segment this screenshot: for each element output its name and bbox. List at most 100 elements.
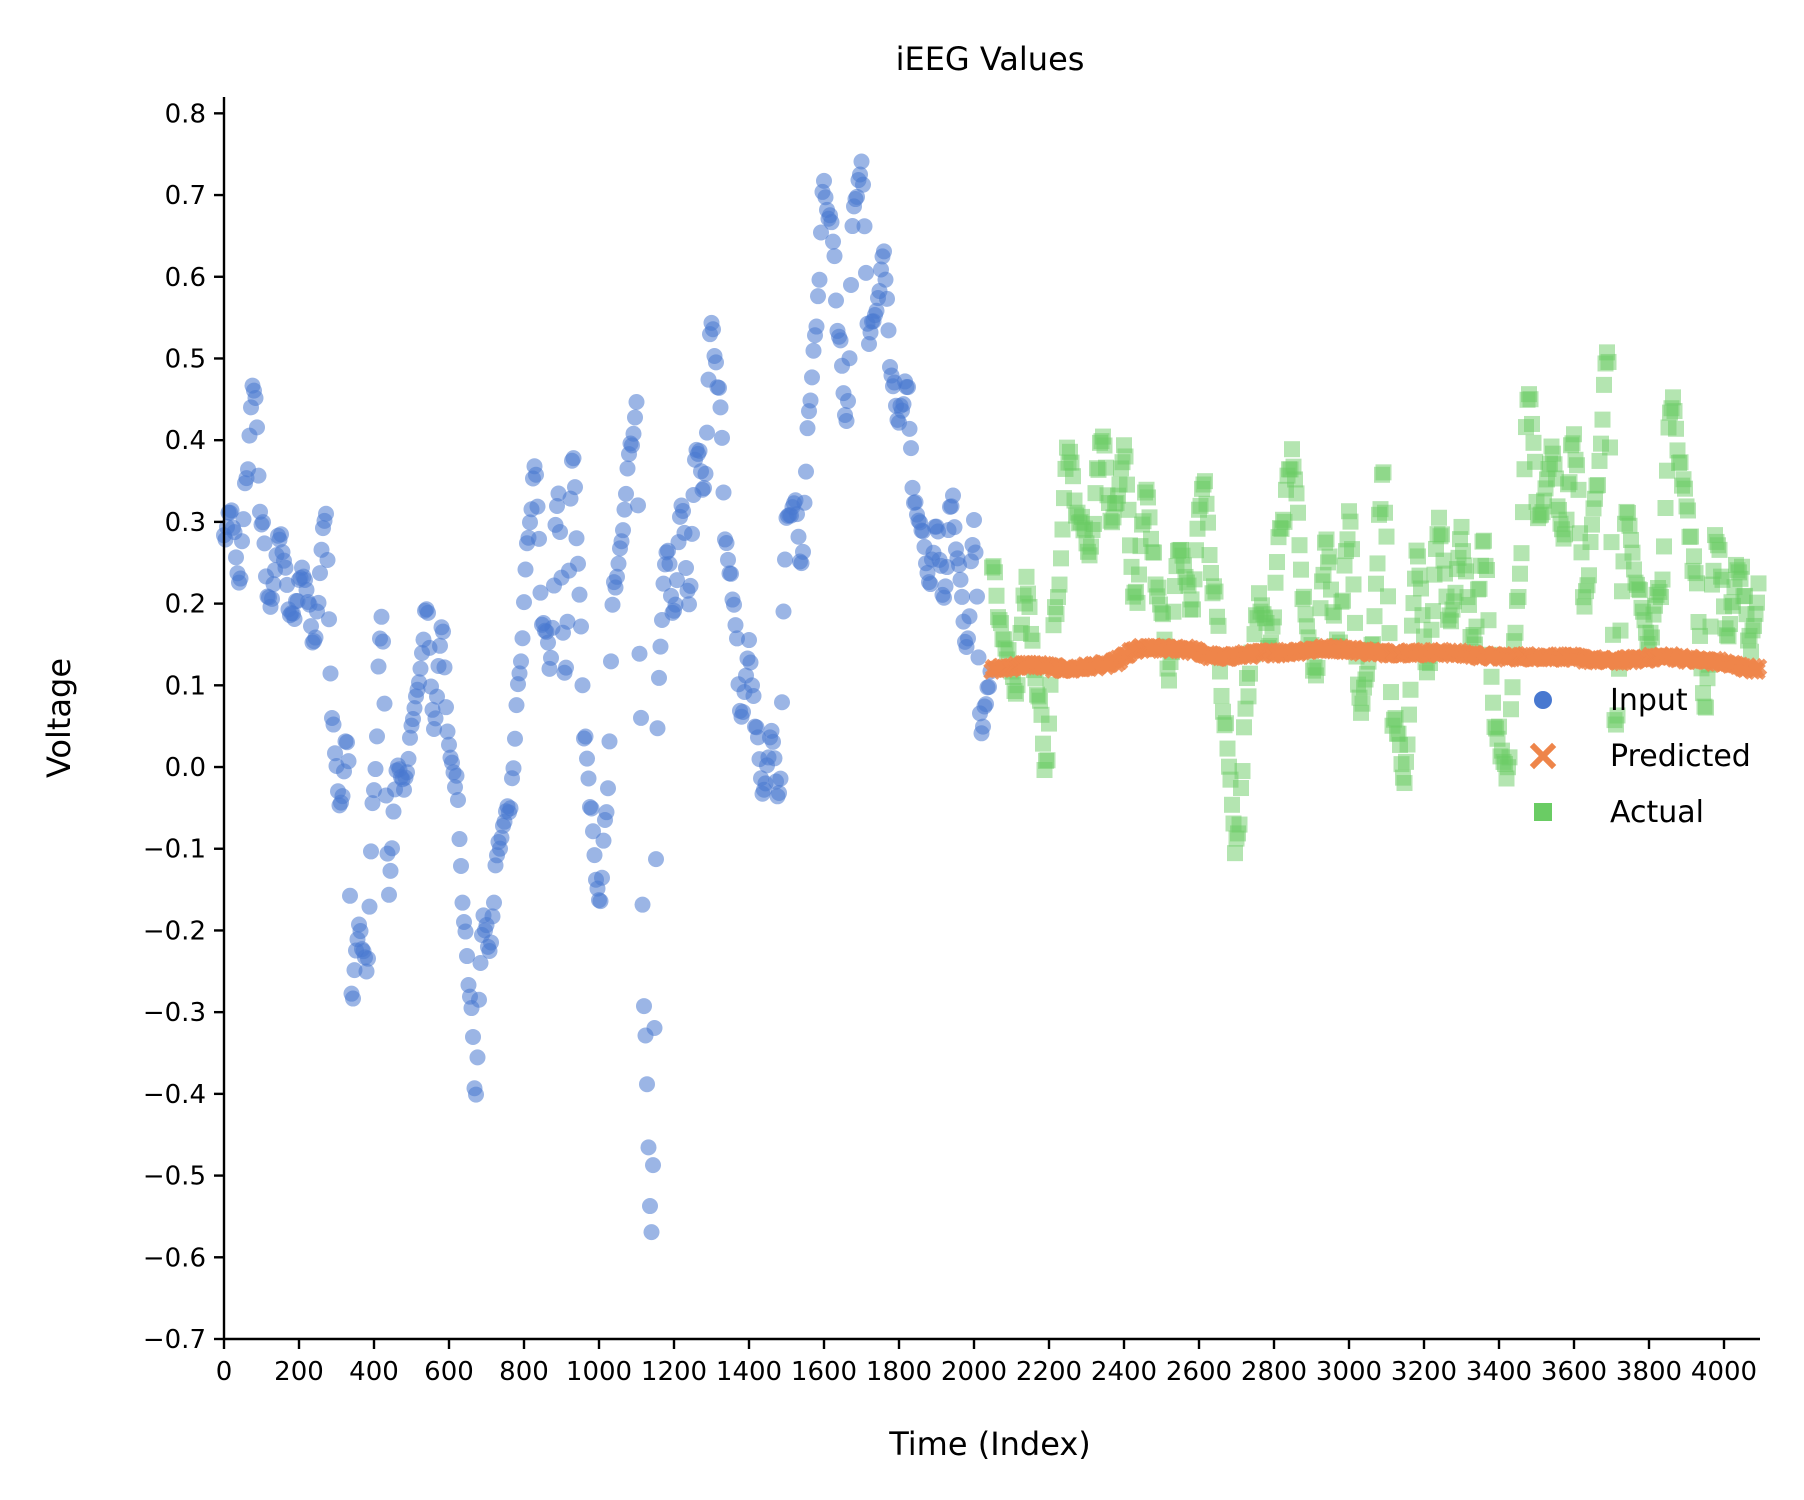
x-tick-label: 3600 bbox=[1541, 1357, 1607, 1387]
input-point bbox=[592, 893, 609, 910]
actual-point bbox=[1185, 601, 1201, 618]
actual-point bbox=[1524, 415, 1540, 432]
input-point bbox=[879, 290, 895, 307]
input-point bbox=[250, 467, 267, 484]
input-point bbox=[484, 908, 501, 925]
input-point bbox=[648, 851, 664, 868]
input-point bbox=[235, 511, 252, 528]
y-tick-label: −0.3 bbox=[143, 998, 206, 1028]
actual-point bbox=[1582, 534, 1599, 551]
actual-point bbox=[1512, 565, 1528, 582]
input-point bbox=[627, 409, 643, 426]
input-point bbox=[745, 687, 762, 704]
input-point bbox=[450, 792, 466, 809]
actual-point bbox=[1143, 530, 1159, 547]
x-tick-label: 400 bbox=[349, 1357, 399, 1387]
input-point bbox=[310, 594, 327, 611]
actual-point bbox=[1689, 575, 1705, 592]
legend-actual-marker bbox=[1534, 803, 1552, 821]
input-point bbox=[411, 674, 427, 691]
actual-point bbox=[1065, 468, 1081, 485]
input-point bbox=[454, 894, 471, 911]
input-point bbox=[765, 733, 781, 750]
input-point bbox=[907, 494, 924, 511]
input-point bbox=[618, 485, 634, 502]
actual-point bbox=[1387, 710, 1404, 727]
input-point bbox=[651, 669, 667, 686]
actual-point bbox=[1359, 665, 1375, 682]
actual-point bbox=[1048, 606, 1065, 623]
actual-point bbox=[1656, 538, 1672, 555]
input-point bbox=[880, 322, 897, 339]
y-tick-label: 0.3 bbox=[165, 508, 206, 538]
actual-point bbox=[1396, 775, 1413, 792]
actual-point bbox=[1546, 456, 1563, 473]
actual-point bbox=[1576, 598, 1593, 615]
input-point bbox=[370, 658, 387, 675]
actual-point bbox=[1699, 670, 1716, 687]
input-point bbox=[714, 429, 730, 446]
actual-point bbox=[1366, 608, 1383, 625]
actual-point bbox=[1644, 629, 1660, 646]
actual-point bbox=[1237, 700, 1254, 717]
input-point bbox=[843, 276, 859, 293]
input-point bbox=[631, 645, 648, 662]
input-point bbox=[799, 420, 816, 437]
actual-point bbox=[1480, 612, 1497, 629]
input-point bbox=[543, 649, 559, 666]
actual-point bbox=[1683, 528, 1699, 545]
x-tick-label: 1400 bbox=[716, 1357, 782, 1387]
input-point bbox=[400, 750, 417, 767]
input-point bbox=[345, 990, 361, 1007]
actual-point bbox=[1410, 548, 1426, 565]
input-point bbox=[661, 555, 678, 572]
actual-point bbox=[1503, 701, 1519, 718]
input-point bbox=[427, 710, 444, 727]
actual-point bbox=[1284, 441, 1300, 458]
input-point bbox=[633, 709, 649, 726]
y-tick-label: −0.6 bbox=[143, 1243, 206, 1273]
input-point bbox=[742, 654, 759, 671]
input-point bbox=[232, 570, 249, 587]
input-point bbox=[565, 450, 582, 467]
input-point bbox=[790, 528, 807, 545]
actual-point bbox=[1405, 595, 1422, 612]
input-point bbox=[312, 565, 328, 582]
actual-point bbox=[1336, 557, 1353, 574]
actual-point bbox=[1558, 511, 1575, 528]
y-axis-title: Voltage bbox=[40, 658, 78, 778]
input-point bbox=[381, 886, 397, 903]
input-point bbox=[435, 623, 451, 640]
input-point bbox=[777, 551, 793, 568]
actual-point bbox=[1720, 628, 1737, 645]
input-point bbox=[438, 699, 454, 716]
input-point bbox=[795, 543, 811, 560]
actual-point bbox=[1050, 589, 1066, 606]
actual-point bbox=[1276, 513, 1293, 530]
input-point bbox=[970, 649, 987, 666]
actual-point bbox=[1461, 596, 1477, 613]
input-point bbox=[540, 634, 556, 651]
actual-point bbox=[1603, 534, 1620, 551]
input-point bbox=[915, 523, 931, 540]
legend-input-marker bbox=[1534, 691, 1552, 709]
input-point bbox=[766, 750, 783, 767]
actual-point bbox=[1666, 403, 1683, 420]
input-point bbox=[585, 823, 601, 840]
x-tick-label: 3200 bbox=[1391, 1357, 1457, 1387]
input-point bbox=[684, 525, 700, 542]
input-point bbox=[298, 581, 315, 598]
actual-point bbox=[1315, 566, 1332, 583]
input-point bbox=[366, 782, 382, 799]
actual-point bbox=[1236, 719, 1252, 736]
actual-point bbox=[988, 587, 1005, 604]
y-axis-ticks: 0.8 0.7 0.6 0.5 0.4 0.3 0.2 0.1 0.0 −0.1 −0.2 −0.3 −… bbox=[143, 99, 224, 1355]
actual-point bbox=[1401, 706, 1417, 723]
actual-point bbox=[1213, 687, 1230, 704]
input-point bbox=[715, 484, 732, 501]
actual-point bbox=[1749, 594, 1765, 611]
actual-point bbox=[1479, 561, 1495, 578]
input-point bbox=[868, 302, 885, 319]
actual-point bbox=[1233, 780, 1249, 797]
input-point bbox=[900, 379, 916, 396]
